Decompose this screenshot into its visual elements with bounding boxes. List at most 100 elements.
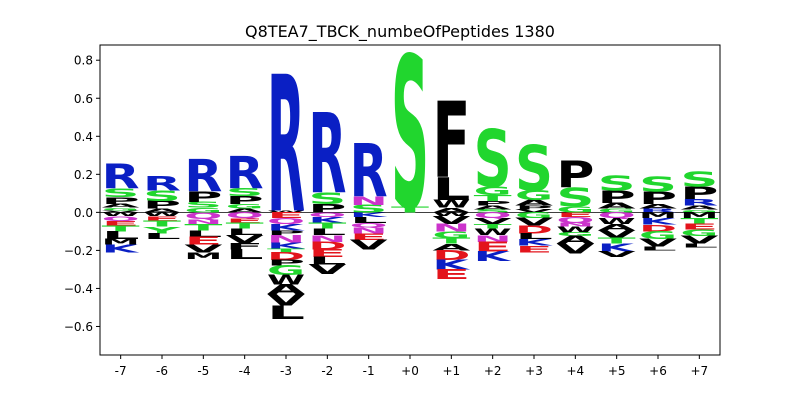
x-tick-label: -3	[280, 364, 292, 378]
logo-letter-S-pos-+5: S	[598, 172, 636, 196]
logo-letter-E-pos-+3: E	[515, 244, 553, 255]
logo-letter-E-pos-+4: E	[556, 211, 594, 219]
logo-letter-L-pos--2: L	[308, 255, 346, 267]
logo-letter-V-pos-+5: V	[598, 229, 637, 241]
logo-letter-P-pos--6: P	[143, 199, 181, 211]
logo-letter-N-pos--1: N	[350, 194, 388, 208]
logo-letter-R-pos--6: R	[143, 172, 181, 195]
logo-letter-R-pos-+7: R	[680, 197, 718, 208]
logo-letter-W-pos-+4: W	[556, 225, 594, 234]
logo-letter-V-pos-+3: V	[515, 209, 553, 213]
logo-letter-P-pos-+3: P	[515, 205, 553, 211]
logo-letter-D-pos-+3: D	[515, 224, 553, 236]
logo-letter-G-pos-+3: G	[515, 211, 553, 220]
logo-letter-W-pos-+1: W	[432, 211, 470, 217]
x-tick-label: -1	[363, 364, 375, 378]
logo-letter-Q-pos--3: Q	[267, 216, 305, 225]
y-tick-label: 0.4	[74, 130, 93, 144]
logo-letter-K-pos--1: K	[350, 211, 388, 219]
x-tick-label: +4	[566, 364, 584, 378]
logo-letter-Q-pos--5: Q	[184, 211, 222, 222]
logo-letter-W-pos--3: W	[267, 210, 305, 213]
y-tick-label: 0.6	[74, 92, 93, 106]
y-tick-label: −0.4	[64, 282, 93, 296]
logo-letter-P-pos-+2: P	[474, 200, 512, 208]
logo-letter-A-pos-+6: A	[639, 203, 677, 211]
logo-letter-M-pos-+6: M	[639, 211, 677, 220]
y-tick-label: 0.8	[74, 54, 93, 68]
logo-letter-G-pos-+2: G	[474, 184, 512, 198]
logo-letter-G-pos-+7: G	[680, 209, 718, 214]
logo-letter-T-pos--6: T	[143, 220, 181, 229]
logo-letter-P-pos-+5: P	[598, 187, 636, 207]
logo-letter-K-pos--7: K	[102, 243, 141, 255]
logo-letter-Q-pos--7: Q	[102, 215, 140, 223]
x-tick-label: +6	[649, 364, 667, 378]
logo-letter-N-pos--5: N	[184, 218, 222, 226]
y-tick-label: 0.0	[74, 206, 93, 220]
logo-letter-K-pos--3: K	[267, 222, 306, 233]
logo-letter-D-pos--2: D	[308, 240, 346, 252]
logo-letter-L-pos-+7: L	[680, 243, 718, 249]
logo-letter-P-pos--5: P	[184, 189, 222, 206]
logo-letter-V-pos--1: V	[350, 238, 388, 253]
logo-letter-T-pos-+2: T	[474, 223, 512, 231]
logo-letter-W-pos-+2: W	[474, 227, 512, 237]
logo-letter-S-pos-+7: S	[680, 168, 718, 192]
logo-letter-G-pos-+6: G	[639, 229, 677, 241]
logo-letter-L-pos--4: L	[226, 247, 264, 262]
logo-letter-L-pos--7: L	[102, 229, 140, 241]
logo-letter-S-pos-+4: S	[556, 182, 594, 213]
logo-letter-T-pos--2: T	[308, 221, 346, 230]
logo-letter-G-pos--3: G	[267, 263, 305, 278]
logo-letter-A-pos-+2: A	[474, 205, 512, 211]
logo-letter-E-pos--6: E	[143, 215, 181, 223]
logo-letter-M-pos--7: M	[102, 237, 140, 246]
logo-letter-Q-pos-+5: Q	[598, 211, 636, 220]
logo-letter-Q-pos--4: Q	[226, 211, 264, 220]
logo-letter-P-pos-+7: P	[680, 184, 718, 204]
logo-letter-V-pos-+2: V	[474, 217, 513, 226]
logo-letter-K-pos-+3: K	[515, 237, 554, 248]
logo-letter-T-pos--5: T	[184, 222, 223, 233]
logo-letter-T-pos-+1: T	[432, 237, 470, 246]
logo-letter-G-pos-+7: G	[680, 228, 718, 239]
logo-letter-N-pos--3: N	[267, 233, 305, 245]
logo-letter-G-pos-+4: G	[556, 231, 594, 237]
logo-letter-V-pos--7: V	[102, 210, 140, 213]
logo-letter-N-pos-+4: N	[556, 222, 594, 228]
logo-letter-S-pos--1: S	[350, 203, 388, 215]
y-tick-label: −0.6	[64, 320, 93, 334]
logo-letter-V-pos--3: V	[267, 291, 306, 309]
logo-letter-M-pos--5: M	[184, 250, 222, 261]
logo-letter-K-pos-+1: K	[432, 258, 470, 273]
logo-letter-L-pos--2: L	[308, 227, 346, 238]
logo-letter-M-pos-+7: M	[680, 211, 718, 220]
logo-letter-V-pos-+5: V	[598, 250, 637, 259]
logo-letter-G-pos--7: G	[102, 207, 140, 212]
logo-letter-D-pos-+6: D	[639, 223, 677, 234]
logo-letter-A-pos--6: A	[143, 208, 181, 214]
logo-letter-L-pos-+1: L	[432, 172, 470, 208]
logo-letter-S-pos--2: S	[308, 190, 346, 208]
logo-letter-N-pos-+1: N	[432, 222, 470, 234]
logo-letter-Y-pos--6: Y	[142, 225, 181, 236]
logo-letter-L-pos--3: L	[267, 302, 305, 323]
logo-letter-E-pos--1: E	[350, 232, 388, 243]
logo-letter-T-pos-+0: T	[391, 205, 429, 214]
logo-letter-L-pos--6: L	[143, 232, 181, 241]
logo-letter-V-pos-+7: V	[680, 234, 719, 246]
logo-letter-K-pos-+2: K	[474, 249, 512, 264]
logo-letter-R-pos--2: R	[308, 92, 346, 220]
logo-letter-L-pos-+6: L	[639, 246, 677, 252]
logo-letter-K-pos--3: K	[267, 241, 306, 250]
x-tick-label: -2	[321, 364, 333, 378]
logo-letter-P-pos--7: P	[102, 195, 140, 206]
x-tick-label: +5	[608, 364, 626, 378]
logo-letter-S-pos-+6: S	[639, 173, 677, 197]
logo-letter-G-pos--4: G	[226, 202, 264, 210]
logo-letter-A-pos-+4: A	[556, 234, 595, 246]
logo-letter-V-pos-+1: V	[432, 214, 471, 226]
logo-letter-S-pos--6: S	[143, 188, 181, 205]
logo-letter-P-pos--2: P	[308, 201, 346, 215]
